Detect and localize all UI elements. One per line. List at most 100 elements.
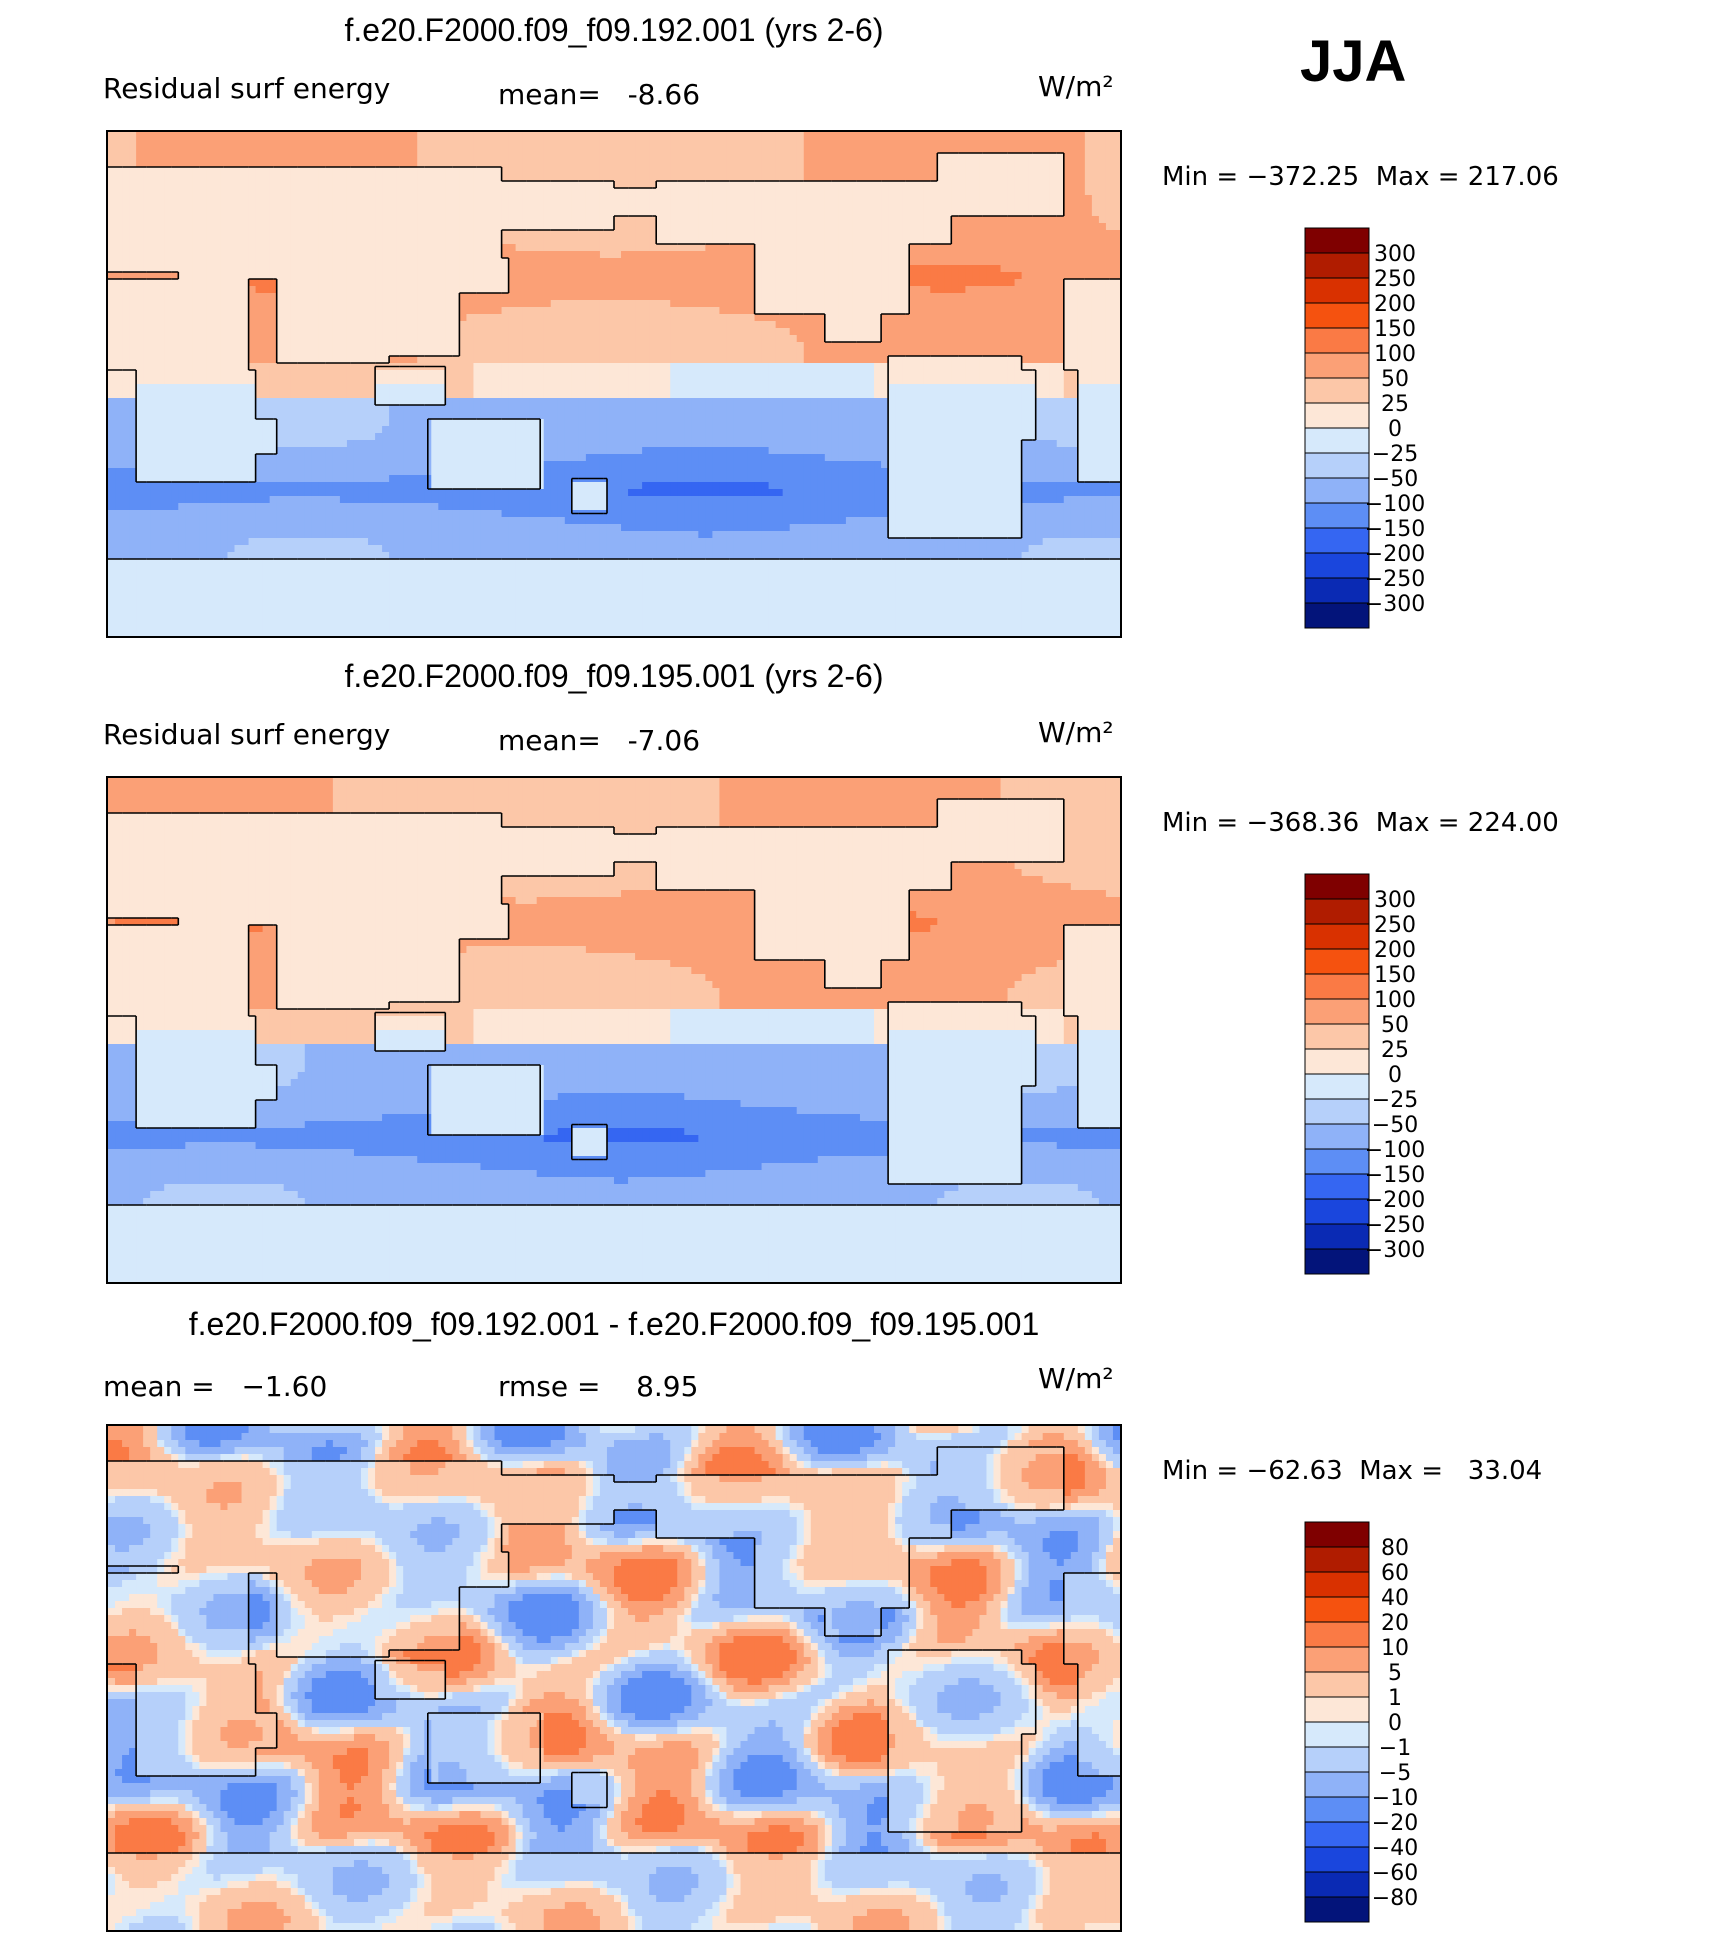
colorbar-tick-label: −300 (1365, 1238, 1425, 1263)
colorbar-box (1304, 1671, 1370, 1698)
colorbar-tick-label: 150 (1374, 317, 1416, 342)
colorbar-box (1304, 923, 1370, 950)
colorbar-box (1304, 1546, 1370, 1573)
panel-2-variable-label: Residual surf energy (103, 718, 390, 751)
colorbar-tick-label: 200 (1374, 938, 1416, 963)
colorbar-box (1304, 377, 1370, 404)
panel-1-mean-label: mean= -8.66 (498, 78, 700, 111)
colorbar-box (1304, 352, 1370, 379)
colorbar-box (1304, 998, 1370, 1025)
colorbar-tick-label: −60 (1372, 1861, 1418, 1886)
colorbar-box (1304, 452, 1370, 479)
colorbar-tick-label: −100 (1365, 492, 1425, 517)
colorbar-tick-label: 20 (1381, 1611, 1409, 1636)
colorbar-tick-label: −250 (1365, 567, 1425, 592)
panel-3-min-max: Min = −62.63 Max = 33.04 (1162, 1456, 1542, 1486)
colorbar-box (1304, 1846, 1370, 1873)
colorbar-tick-label: 40 (1381, 1586, 1409, 1611)
colorbar-box (1304, 1023, 1370, 1050)
colorbar-box (1304, 948, 1370, 975)
colorbar-tick-label: 100 (1374, 988, 1416, 1013)
colorbar-tick-label: −40 (1372, 1836, 1418, 1861)
colorbar-tick-label: 0 (1388, 1063, 1402, 1088)
colorbar-tick-label: −5 (1379, 1761, 1411, 1786)
panel-3-title: f.e20.F2000.f09_f09.192.001 - f.e20.F200… (106, 1306, 1122, 1343)
panel-1-units-label: W/m² (1038, 70, 1114, 103)
colorbar-box (1304, 1123, 1370, 1150)
colorbar-box (1304, 1048, 1370, 1075)
colorbar-tick-label: 5 (1388, 1661, 1402, 1686)
colorbar-tick-label: 25 (1381, 1038, 1409, 1063)
coastlines (108, 798, 1120, 1206)
colorbar-box (1304, 1098, 1370, 1125)
colorbar-tick-label: −100 (1365, 1138, 1425, 1163)
colorbar-box (1304, 873, 1370, 900)
colorbar-tick-label: 150 (1374, 963, 1416, 988)
colorbar-box (1304, 1696, 1370, 1723)
panel-3-colorbar: 80 60 40 20 10 5 1 0 −1 −5 −10 −20 −40 −60 −80 (1304, 1521, 1418, 1924)
colorbar-box (1304, 898, 1370, 925)
colorbar-tick-label: −150 (1365, 517, 1425, 542)
field-cells (108, 778, 1120, 1282)
colorbar-box (1304, 1721, 1370, 1748)
colorbar-box (1304, 1248, 1370, 1275)
panel-1-colorbar: 300 250 200 150 100 50 25 0 −25 −50 −100 −150 −200 −2… (1304, 227, 1425, 630)
coastlines (108, 152, 1120, 560)
colorbar-tick-label: −50 (1372, 467, 1418, 492)
colorbar-box (1304, 577, 1370, 604)
colorbar-tick-label: −10 (1372, 1786, 1418, 1811)
colorbar-box (1304, 427, 1370, 454)
panel-2-min-max: Min = −368.36 Max = 224.00 (1162, 808, 1559, 838)
colorbar-tick-label: 0 (1388, 1711, 1402, 1736)
panel-2-mean-label: mean= -7.06 (498, 724, 700, 757)
colorbar-tick-label: −200 (1365, 1188, 1425, 1213)
colorbar-tick-label: −1 (1379, 1736, 1411, 1761)
colorbar-box (1304, 502, 1370, 529)
colorbar-tick-label: −150 (1365, 1163, 1425, 1188)
colorbar-tick-label: 1 (1388, 1686, 1402, 1711)
colorbar-tick-label: 0 (1388, 417, 1402, 442)
colorbar-tick-label: −250 (1365, 1213, 1425, 1238)
colorbar-box (1304, 1223, 1370, 1250)
colorbar-box (1304, 302, 1370, 329)
panel-1-title: f.e20.F2000.f09_f09.192.001 (yrs 2-6) (106, 12, 1122, 49)
colorbar-box (1304, 1771, 1370, 1798)
panel-3-mean-label: mean = −1.60 (103, 1370, 327, 1403)
field-cells (108, 1426, 1120, 1930)
colorbar-tick-label: 10 (1381, 1636, 1409, 1661)
panel-2-units-label: W/m² (1038, 716, 1114, 749)
season-label: JJA (1300, 28, 1406, 95)
panel-3-units-label: W/m² (1038, 1362, 1114, 1395)
colorbar-tick-label: −50 (1372, 1113, 1418, 1138)
colorbar-box (1304, 252, 1370, 279)
panel-2-map (106, 776, 1122, 1284)
colorbar-box (1304, 973, 1370, 1000)
field-cells (108, 132, 1120, 636)
colorbar-tick-label: −300 (1365, 592, 1425, 617)
colorbar-box (1304, 1073, 1370, 1100)
colorbar-tick-label: 50 (1381, 1013, 1409, 1038)
colorbar-tick-label: 50 (1381, 367, 1409, 392)
panel-2-title: f.e20.F2000.f09_f09.195.001 (yrs 2-6) (106, 658, 1122, 695)
colorbar-box (1304, 552, 1370, 579)
panel-2-colorbar: 300 250 200 150 100 50 25 0 −25 −50 −100 −150 −200 −2… (1304, 873, 1425, 1276)
colorbar-box (1304, 1871, 1370, 1898)
colorbar-tick-label: −20 (1372, 1811, 1418, 1836)
colorbar-tick-label: 80 (1381, 1536, 1409, 1561)
colorbar-tick-label: 60 (1381, 1561, 1409, 1586)
panel-3-map (106, 1424, 1122, 1932)
colorbar-box (1304, 1896, 1370, 1923)
colorbar-box (1304, 1148, 1370, 1175)
colorbar-box (1304, 1571, 1370, 1598)
colorbar-box (1304, 1796, 1370, 1823)
colorbar-box (1304, 1521, 1370, 1548)
panel-1-variable-label: Residual surf energy (103, 72, 390, 105)
colorbar-box (1304, 1746, 1370, 1773)
colorbar-tick-label: 100 (1374, 342, 1416, 367)
panel-1-min-max: Min = −372.25 Max = 217.06 (1162, 162, 1559, 192)
colorbar-tick-label: 250 (1374, 913, 1416, 938)
colorbar-tick-label: −25 (1372, 1088, 1418, 1113)
colorbar-box (1304, 327, 1370, 354)
colorbar-tick-label: 200 (1374, 292, 1416, 317)
colorbar-box (1304, 227, 1370, 254)
